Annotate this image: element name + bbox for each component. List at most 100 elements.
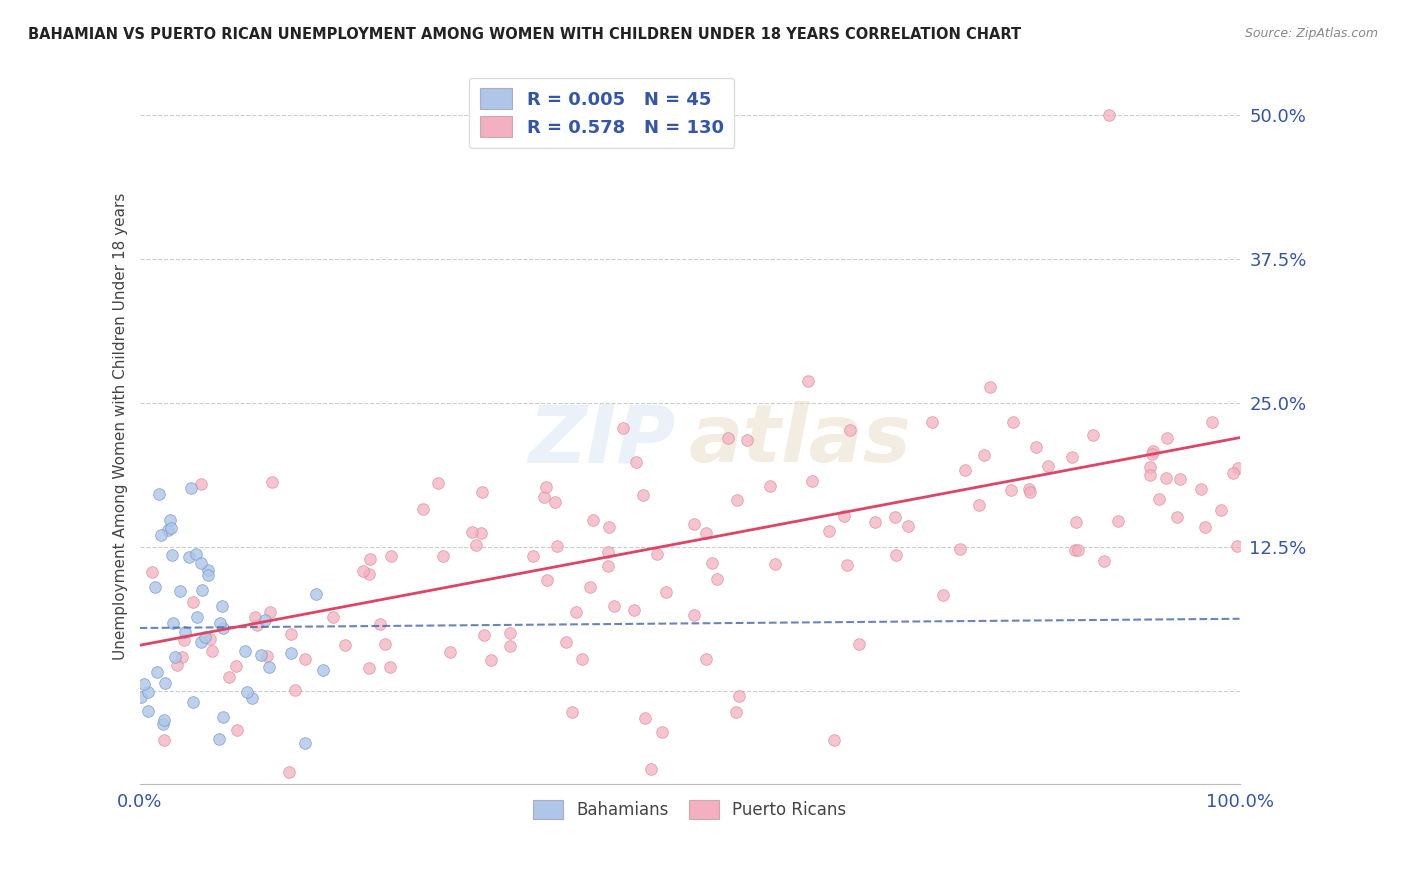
Point: [1098, 108, 1121, 122]
Text: BAHAMIAN VS PUERTO RICAN UNEMPLOYMENT AMONG WOMEN WITH CHILDREN UNDER 18 YEARS C: BAHAMIAN VS PUERTO RICAN UNEMPLOYMENT AM…: [28, 27, 1021, 42]
Point: [352, 564, 374, 578]
Point: [256, 649, 278, 664]
Point: [159, 513, 181, 527]
Point: [259, 659, 281, 673]
Point: [706, 572, 728, 586]
Point: [471, 485, 494, 500]
Point: [534, 480, 557, 494]
Point: [190, 634, 212, 648]
Point: [546, 539, 568, 553]
Point: [1140, 447, 1163, 461]
Point: [233, 643, 256, 657]
Point: [1018, 484, 1040, 499]
Point: [522, 549, 544, 564]
Point: [1092, 554, 1115, 568]
Point: [211, 599, 233, 614]
Point: [208, 732, 231, 747]
Point: [470, 525, 492, 540]
Point: [612, 421, 634, 435]
Point: [725, 705, 748, 719]
Point: [246, 618, 269, 632]
Point: [973, 448, 995, 462]
Point: [561, 706, 583, 720]
Point: [481, 653, 503, 667]
Point: [598, 519, 620, 533]
Point: [533, 490, 555, 504]
Point: [280, 646, 302, 660]
Point: [294, 736, 316, 750]
Point: [835, 558, 858, 573]
Point: [136, 685, 159, 699]
Point: [191, 583, 214, 598]
Point: [1001, 415, 1024, 429]
Point: [254, 613, 277, 627]
Point: [1064, 515, 1087, 529]
Point: [1189, 483, 1212, 497]
Point: [598, 559, 620, 574]
Point: [1211, 503, 1233, 517]
Point: [596, 545, 619, 559]
Point: [544, 495, 567, 509]
Point: [645, 548, 668, 562]
Point: [1107, 514, 1129, 528]
Point: [190, 477, 212, 491]
Point: [1226, 461, 1249, 475]
Point: [357, 567, 380, 582]
Text: atlas: atlas: [688, 401, 911, 479]
Point: [1062, 450, 1084, 465]
Point: [735, 433, 758, 447]
Point: [186, 610, 208, 624]
Point: [1064, 543, 1087, 558]
Point: [439, 645, 461, 659]
Point: [166, 658, 188, 673]
Point: [1154, 471, 1177, 485]
Y-axis label: Unemployment Among Women with Children Under 18 years: Unemployment Among Women with Children U…: [114, 193, 128, 660]
Point: [832, 508, 855, 523]
Point: [153, 676, 176, 690]
Point: [695, 525, 717, 540]
Point: [160, 549, 183, 563]
Point: [700, 557, 723, 571]
Point: [564, 605, 586, 619]
Point: [183, 595, 205, 609]
Point: [461, 525, 484, 540]
Point: [683, 608, 706, 623]
Point: [211, 710, 233, 724]
Point: [1139, 468, 1161, 483]
Point: [141, 565, 163, 579]
Point: [763, 557, 786, 571]
Point: [1156, 431, 1178, 445]
Point: [1083, 427, 1105, 442]
Point: [555, 635, 578, 649]
Point: [1142, 443, 1164, 458]
Point: [498, 639, 520, 653]
Point: [359, 661, 381, 675]
Point: [1067, 543, 1090, 558]
Point: [1222, 466, 1244, 480]
Point: [897, 518, 920, 533]
Point: [472, 628, 495, 642]
Point: [1168, 472, 1191, 486]
Point: [156, 523, 179, 537]
Point: [796, 374, 818, 388]
Point: [427, 476, 450, 491]
Point: [953, 463, 976, 477]
Text: Source: ZipAtlas.com: Source: ZipAtlas.com: [1244, 27, 1378, 40]
Point: [865, 515, 887, 529]
Point: [695, 652, 717, 666]
Point: [725, 492, 748, 507]
Point: [294, 652, 316, 666]
Point: [245, 610, 267, 624]
Point: [335, 639, 357, 653]
Point: [132, 677, 155, 691]
Point: [250, 648, 273, 663]
Point: [174, 624, 197, 639]
Point: [160, 521, 183, 535]
Point: [626, 455, 648, 469]
Point: [1166, 510, 1188, 524]
Point: [623, 603, 645, 617]
Point: [173, 633, 195, 648]
Point: [759, 479, 782, 493]
Point: [312, 663, 335, 677]
Point: [378, 660, 401, 674]
